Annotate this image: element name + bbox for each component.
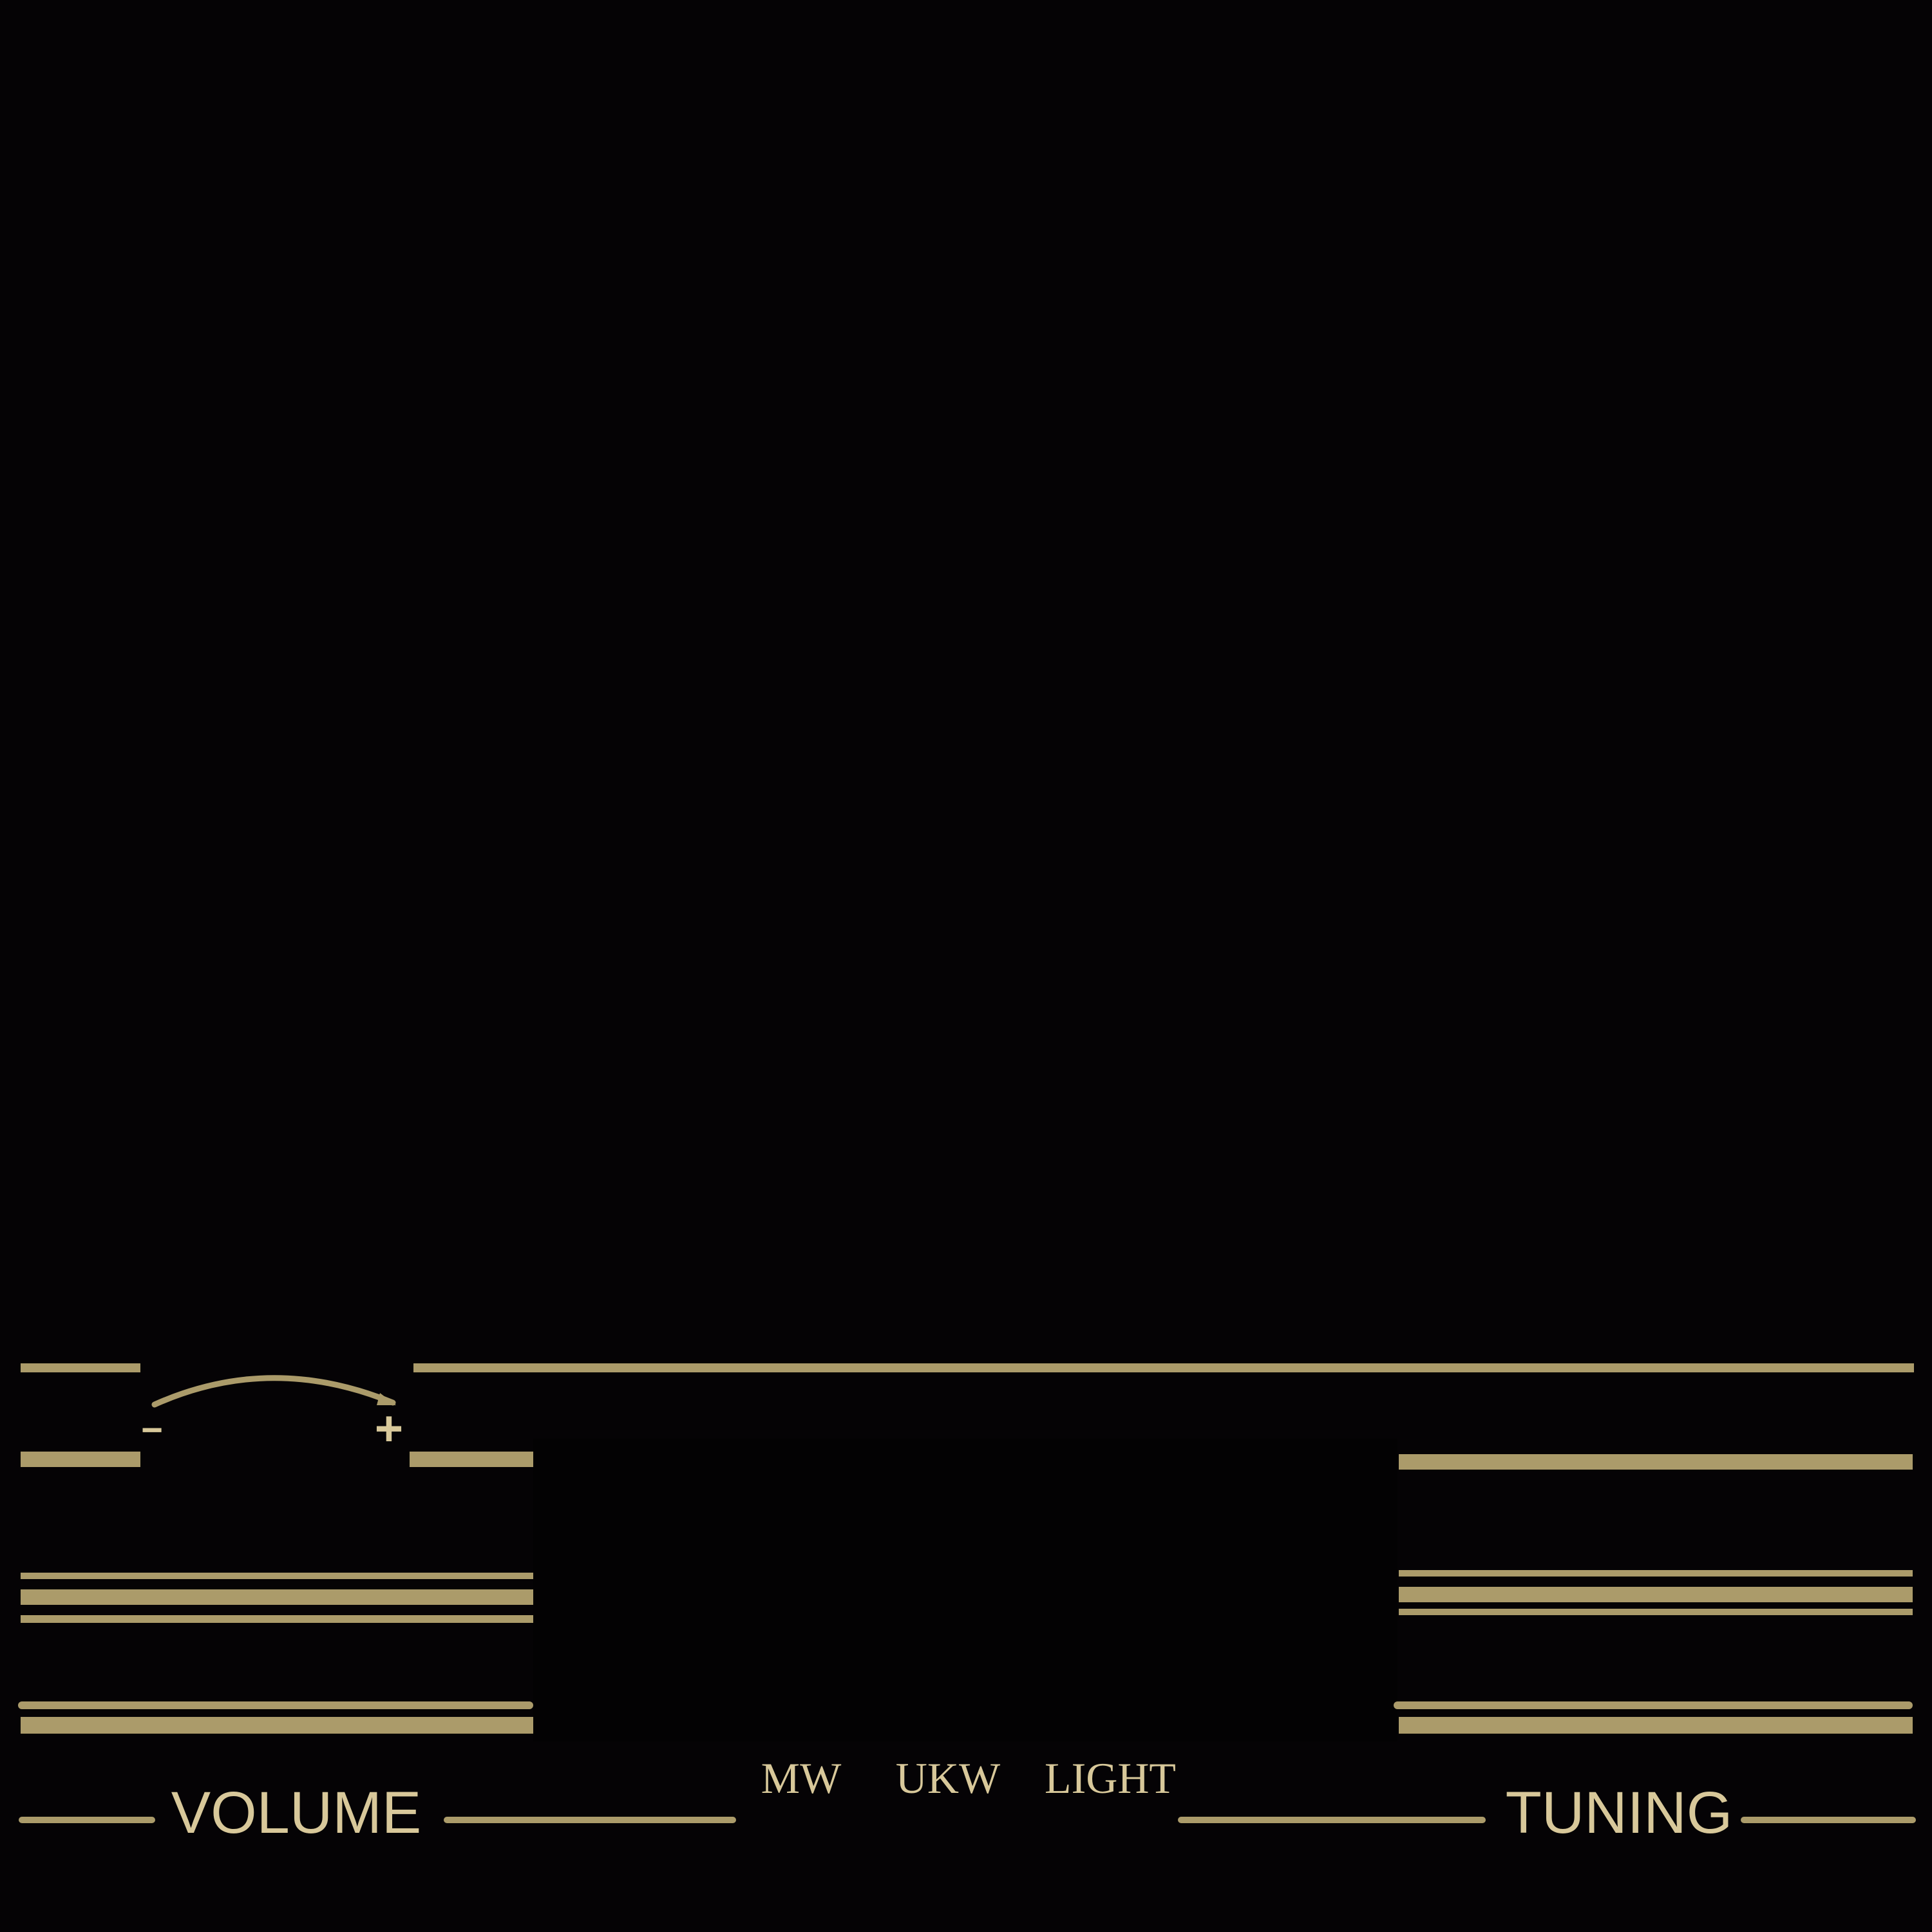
band-label-ukw: UKW [896, 1754, 1001, 1803]
volume-direction-arrow-icon [151, 1375, 396, 1408]
dial-window [533, 1439, 1397, 1741]
volume-label: VOLUME [171, 1780, 422, 1846]
tuning-label: TUNING [1506, 1780, 1733, 1846]
left-stripes [18, 1452, 533, 1734]
band-label-mw: MW [761, 1754, 842, 1803]
right-stripes [1394, 1454, 1913, 1734]
volume-minus-sign: − [141, 1409, 163, 1451]
band-label-light: LIGHT [1045, 1754, 1176, 1803]
volume-plus-sign: + [375, 1401, 403, 1456]
